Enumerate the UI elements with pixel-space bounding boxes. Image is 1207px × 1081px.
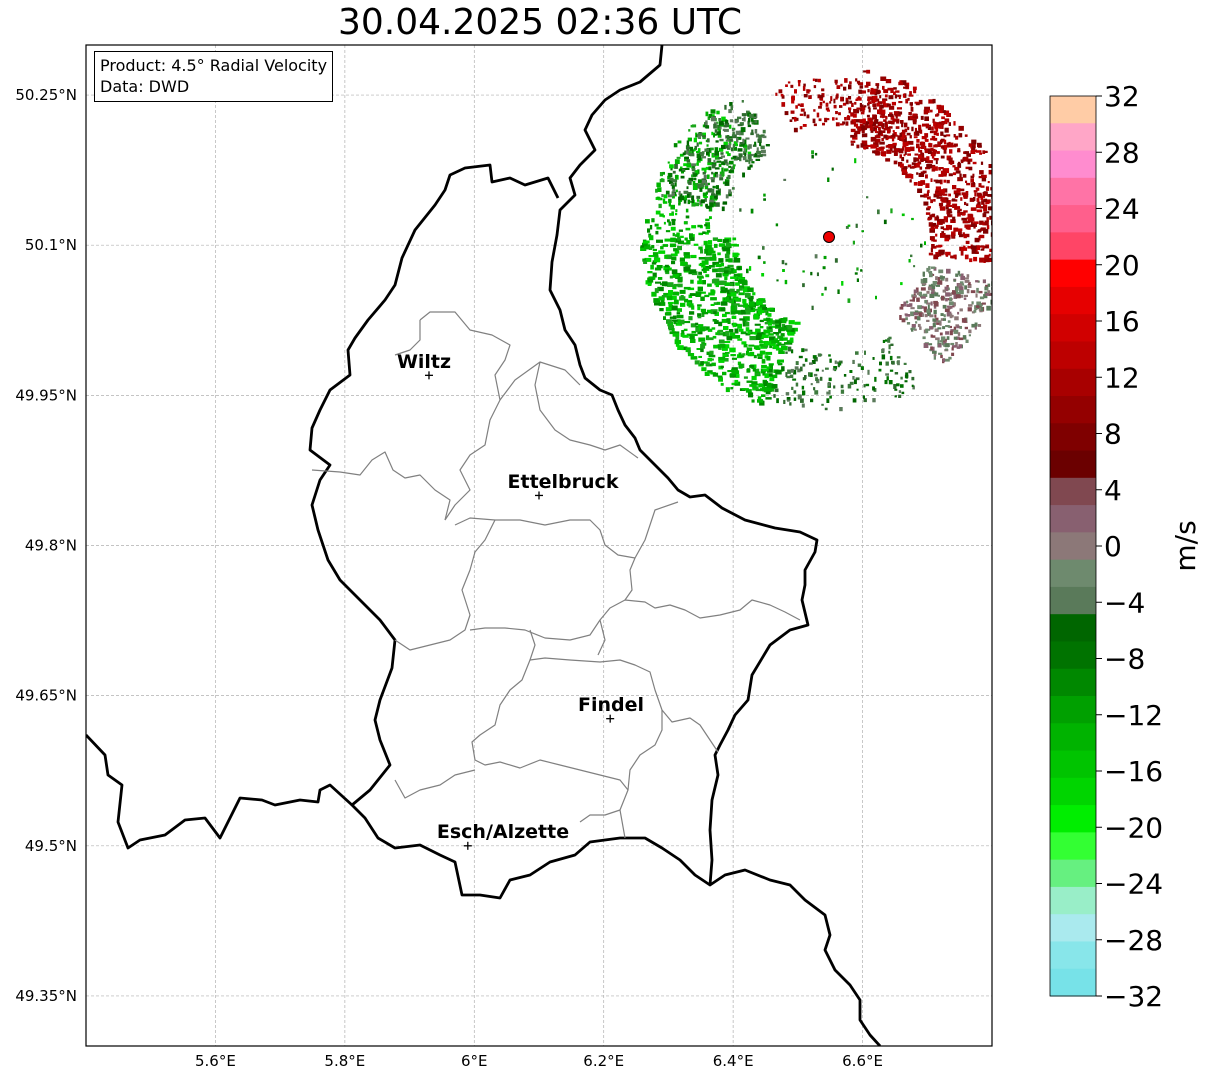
colorbar-tick-label: 16	[1104, 305, 1140, 338]
city-label: Ettelbruck	[508, 471, 619, 493]
longitude-tick-label: 6.4°E	[713, 1052, 754, 1070]
city-label: Esch/Alzette	[437, 821, 569, 843]
city-label: Findel	[578, 694, 644, 716]
colorbar-tick-label: 32	[1104, 80, 1140, 113]
colorbar-segment	[1050, 859, 1096, 888]
longitude-tick-label: 6.6°E	[842, 1052, 883, 1070]
colorbar-segment	[1050, 614, 1096, 643]
longitude-tick-label: 5.8°E	[324, 1052, 365, 1070]
radar-site-dot	[823, 231, 835, 243]
colorbar-tick-label: −4	[1104, 586, 1145, 619]
latitude-tick-label: 50.25°N	[15, 86, 77, 104]
colorbar-segment	[1050, 450, 1096, 479]
colorbar-segment	[1050, 96, 1096, 124]
colorbar-segment	[1050, 205, 1096, 233]
product-label: Product: 4.5° Radial Velocity	[100, 56, 328, 75]
colorbar-segment	[1050, 423, 1096, 452]
colorbar-segment	[1050, 641, 1096, 670]
colorbar-segment	[1050, 777, 1096, 806]
colorbar-tick-label: −28	[1104, 924, 1163, 957]
colorbar-segment	[1050, 805, 1096, 833]
colorbar-segment	[1050, 177, 1096, 206]
radar-velocity-echoes	[640, 69, 992, 412]
district-boundaries	[311, 311, 801, 839]
map-frame	[85, 44, 993, 1047]
radar-site-marker	[823, 231, 835, 243]
colorbar-segment	[1050, 696, 1096, 724]
colorbar-segment	[1050, 232, 1096, 261]
map-title: 30.04.2025 02:36 UTC	[337, 2, 743, 43]
colorbar-segment	[1050, 914, 1096, 943]
city-labels: Wiltz Ettelbruck Findel Esch/Alzette	[397, 351, 644, 850]
colorbar: 32 28 24 20 16 12 8 4 0 −4 −8 −12 −16 −20 −24 −28 −32 m/s	[1049, 80, 1202, 1013]
data-source-label: Data: DWD	[100, 77, 190, 96]
product-info-box: Product: 4.5° Radial Velocity Data: DWD	[94, 51, 334, 102]
colorbar-segment	[1050, 314, 1096, 343]
national-border-belgium-france	[86, 734, 353, 850]
colorbar-segment	[1050, 941, 1096, 970]
colorbar-segment	[1050, 532, 1096, 561]
colorbar-tick-label: −24	[1104, 868, 1163, 901]
national-border-luxembourg-west	[308, 163, 882, 1046]
latitude-tick-label: 49.35°N	[15, 987, 77, 1005]
colorbar-segment	[1050, 123, 1096, 152]
colorbar-tick-label: 8	[1104, 418, 1122, 451]
colorbar-segment	[1050, 750, 1096, 779]
latitude-tick-labels: 50.25°N 50.1°N 49.95°N 49.8°N 49.65°N 49.5°N 4…	[15, 86, 77, 1005]
colorbar-tick-label: −20	[1104, 811, 1163, 844]
latitude-tick-label: 49.95°N	[15, 386, 77, 404]
colorbar-segment	[1050, 723, 1096, 752]
latitude-tick-label: 49.5°N	[25, 837, 77, 855]
colorbar-segment	[1050, 150, 1096, 179]
colorbar-segment	[1050, 286, 1096, 315]
colorbar-segment	[1050, 968, 1096, 997]
colorbar-segment	[1050, 886, 1096, 915]
latitude-tick-label: 49.65°N	[15, 687, 77, 705]
colorbar-tick-label: 12	[1104, 361, 1140, 394]
colorbar-segment	[1050, 259, 1096, 288]
colorbar-tick-label: −32	[1104, 980, 1163, 1013]
colorbar-segment	[1050, 505, 1096, 533]
colorbar-tick-label: −12	[1104, 699, 1163, 732]
colorbar-tick-label: 20	[1104, 249, 1140, 282]
colorbar-tick-label: −8	[1104, 643, 1145, 676]
latitude-tick-label: 50.1°N	[25, 236, 77, 254]
city-label: Wiltz	[397, 351, 451, 373]
national-border-luxembourg	[548, 45, 819, 886]
colorbar-segment	[1050, 477, 1096, 506]
longitude-tick-label: 6.2°E	[583, 1052, 624, 1070]
latitude-tick-label: 49.8°N	[25, 537, 77, 555]
longitude-tick-label: 6°E	[461, 1052, 488, 1070]
colorbar-tick-label: 4	[1104, 474, 1122, 507]
colorbar-tick-label: −16	[1104, 755, 1163, 788]
colorbar-segment	[1050, 396, 1096, 424]
colorbar-segment	[1050, 368, 1096, 397]
colorbar-segment	[1050, 668, 1096, 697]
colorbar-tick-label: 28	[1104, 136, 1140, 169]
colorbar-tick-label: 0	[1104, 530, 1122, 563]
map-boundaries	[86, 45, 882, 1046]
colorbar-segment	[1050, 341, 1096, 370]
colorbar-segment	[1050, 832, 1096, 861]
longitude-tick-label: 5.6°E	[195, 1052, 236, 1070]
colorbar-segment	[1050, 559, 1096, 588]
colorbar-tick-label: 24	[1104, 193, 1140, 226]
longitude-tick-labels: 5.6°E 5.8°E 6°E 6.2°E 6.4°E 6.6°E	[195, 1052, 883, 1070]
graticule	[86, 45, 992, 1046]
colorbar-segment	[1050, 586, 1096, 615]
colorbar-unit-label: m/s	[1169, 520, 1202, 571]
